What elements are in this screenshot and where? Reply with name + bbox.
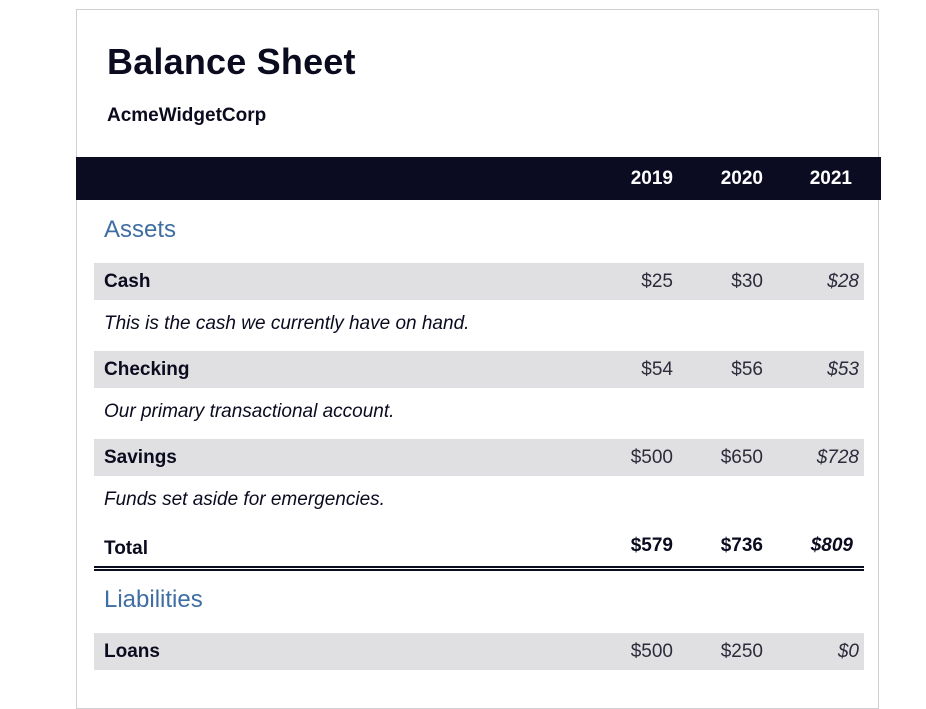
value-2019: $500: [630, 641, 673, 662]
value-2020: $30: [731, 271, 763, 292]
value-2020: $250: [720, 641, 763, 662]
row-description-cash: This is the cash we currently have on ha…: [104, 313, 470, 334]
table-row-loans: Loans $500 $250 $0: [94, 633, 864, 670]
row-label: Savings: [104, 447, 177, 468]
section-heading-liabilities: Liabilities: [104, 586, 203, 613]
year-header-bar: 2019 2020 2021: [76, 157, 881, 200]
value-2021: $0: [837, 641, 859, 662]
value-2019: $54: [641, 359, 673, 380]
table-row-savings: Savings $500 $650 $728: [94, 439, 864, 476]
row-label: Loans: [104, 641, 160, 662]
table-row-cash: Cash $25 $30 $28: [94, 263, 864, 300]
page-title: Balance Sheet: [107, 41, 356, 82]
total-label: Total: [104, 538, 148, 559]
section-heading-assets: Assets: [104, 216, 177, 243]
year-header-2020: 2020: [720, 168, 763, 189]
row-description-checking: Our primary transactional account.: [104, 401, 395, 422]
row-label: Cash: [104, 271, 151, 292]
value-2021: $53: [827, 359, 859, 380]
year-header-2021: 2021: [809, 168, 852, 189]
total-2021: $809: [810, 535, 853, 556]
row-description-savings: Funds set aside for emergencies.: [104, 489, 385, 510]
value-2019: $25: [641, 271, 673, 292]
total-2020: $736: [720, 535, 763, 556]
balance-sheet-card: Balance Sheet AcmeWidgetCorp 2019 2020 2…: [76, 9, 881, 709]
value-2019: $500: [630, 447, 673, 468]
row-label: Checking: [104, 359, 190, 380]
value-2021: $728: [816, 447, 859, 468]
value-2020: $56: [731, 359, 763, 380]
value-2020: $650: [720, 447, 763, 468]
company-name: AcmeWidgetCorp: [107, 105, 267, 126]
total-2019: $579: [630, 535, 673, 556]
total-row: Total $579 $736 $809: [94, 528, 864, 568]
total-double-rule: [94, 566, 864, 571]
value-2021: $28: [827, 271, 859, 292]
table-row-checking: Checking $54 $56 $53: [94, 351, 864, 388]
year-header-2019: 2019: [630, 168, 673, 189]
